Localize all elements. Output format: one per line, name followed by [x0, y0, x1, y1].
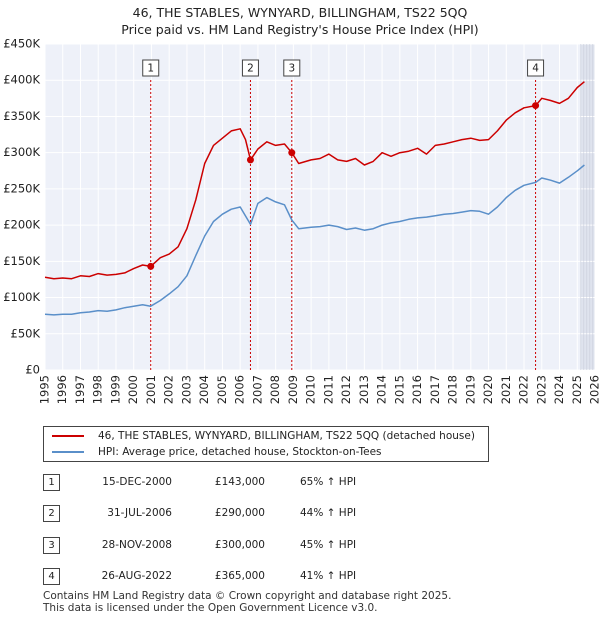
x-tick-label: 2003	[179, 375, 193, 404]
y-tick-label: £350K	[3, 109, 40, 123]
sale-price: £290,000	[214, 507, 265, 519]
sale-marker-box	[241, 59, 259, 77]
sale-point	[246, 156, 254, 164]
x-tick-label: 2005	[215, 375, 229, 404]
sale-marker-label: 1	[147, 63, 154, 75]
series-line-hpi	[44, 164, 585, 316]
sale-marker-labels: 1 2 3 4	[142, 59, 545, 77]
y-tick-label: £150K	[3, 254, 40, 268]
sale-price: £143,000	[214, 476, 265, 488]
sale-marker-label: 2	[247, 63, 254, 75]
legend-item-property: 46, THE STABLES, WYNYARD, BILLINGHAM, TS…	[52, 428, 475, 444]
x-tick-label: 2024	[552, 375, 566, 404]
sale-marker-label: 4	[532, 63, 539, 75]
chart-title: 46, THE STABLES, WYNYARD, BILLINGHAM, TS…	[0, 4, 600, 38]
sale-hpi-change: 44% ↑ HPI	[300, 507, 357, 519]
x-tick-label: 2019	[463, 375, 477, 404]
series-line-property	[44, 81, 585, 280]
sale-hpi-change: 45% ↑ HPI	[300, 539, 357, 551]
sales-row: 3 28-NOV-2008 £300,000 45% ↑ HPI	[0, 535, 600, 555]
x-tick-label: 2018	[446, 375, 460, 404]
x-tick-label: 2013	[357, 375, 371, 404]
x-tick-label: 2020	[481, 375, 495, 404]
y-tick-label: £300K	[3, 145, 40, 159]
sale-number: 3	[43, 537, 60, 554]
sales-row: 1 15-DEC-2000 £143,000 65% ↑ HPI	[0, 472, 600, 492]
x-axis-ticks: 1995 1996 1997 1998 1999 2000 2001 2002 2003 2004…	[38, 375, 600, 404]
x-tick-label: 2021	[499, 375, 513, 404]
x-tick-label: 1999	[108, 375, 122, 404]
sales-row: 4 26-AUG-2022 £365,000 41% ↑ HPI	[0, 566, 600, 586]
footer-licence: This data is licensed under the Open Gov…	[43, 602, 378, 614]
x-tick-label: 2007	[250, 375, 264, 404]
sale-number: 2	[43, 505, 60, 522]
chart-title-line1: 46, THE STABLES, WYNYARD, BILLINGHAM, TS…	[132, 5, 468, 20]
legend: 46, THE STABLES, WYNYARD, BILLINGHAM, TS…	[43, 426, 489, 462]
legend-swatch-blue	[52, 451, 84, 453]
x-tick-label: 1996	[55, 375, 69, 404]
x-tick-label: 1998	[91, 375, 105, 404]
sale-number: 1	[43, 474, 60, 491]
sale-marker-box	[283, 59, 301, 77]
y-axis-ticks: £0 £50K £100K £150K £200K £250K £300K £350K £400…	[3, 37, 40, 377]
x-tick-label: 2012	[339, 375, 353, 404]
x-tick-label: 1995	[38, 375, 52, 404]
chart-title-line2: Price paid vs. HM Land Registry's House …	[121, 22, 479, 37]
y-tick-label: £250K	[3, 181, 40, 195]
legend-item-hpi: HPI: Average price, detached house, Stoc…	[52, 444, 382, 460]
x-tick-label: 2026	[588, 375, 600, 404]
sale-hpi-change: 65% ↑ HPI	[300, 476, 357, 488]
footer-copyright: Contains HM Land Registry data © Crown c…	[43, 590, 452, 602]
footer: Contains HM Land Registry data © Crown c…	[43, 590, 451, 614]
sale-date: 28-NOV-2008	[101, 539, 172, 551]
sale-price: £365,000	[214, 570, 265, 582]
x-tick-label: 2010	[304, 375, 318, 404]
legend-swatch-red	[52, 435, 84, 437]
price-chart: 1 2 3 4 £0 £50K £100K £150K £200K £250K £300K £350…	[3, 37, 600, 405]
sale-marker-box	[527, 59, 545, 77]
y-tick-label: £0	[25, 363, 40, 377]
sale-hpi-change: 41% ↑ HPI	[300, 570, 357, 582]
x-tick-label: 2004	[197, 375, 211, 404]
x-tick-label: 2011	[321, 375, 335, 404]
legend-label-hpi: HPI: Average price, detached house, Stoc…	[98, 446, 382, 458]
series-lines	[44, 81, 585, 316]
x-tick-label: 2002	[162, 375, 176, 404]
sale-number: 4	[43, 568, 60, 585]
x-tick-label: 2017	[428, 375, 442, 404]
y-tick-label: £100K	[3, 290, 40, 304]
sale-price: £300,000	[214, 539, 265, 551]
x-tick-label: 2022	[517, 375, 531, 404]
y-tick-label: £450K	[3, 37, 40, 51]
sale-points	[147, 102, 540, 270]
sales-row: 2 31-JUL-2006 £290,000 44% ↑ HPI	[0, 503, 600, 523]
sale-point	[288, 149, 296, 157]
sale-point	[532, 102, 540, 110]
y-tick-label: £200K	[3, 218, 40, 232]
x-tick-label: 2000	[126, 375, 140, 404]
x-tick-label: 2001	[144, 375, 158, 404]
sale-point	[147, 262, 155, 270]
future-shading	[580, 44, 595, 370]
x-tick-label: 2023	[534, 375, 548, 404]
x-tick-label: 2009	[286, 375, 300, 404]
x-tick-label: 2016	[410, 375, 424, 404]
x-tick-label: 1997	[73, 375, 87, 404]
x-tick-label: 2008	[268, 375, 282, 404]
y-tick-label: £400K	[3, 73, 40, 87]
x-tick-label: 2015	[392, 375, 406, 404]
x-tick-label: 2014	[375, 375, 389, 404]
legend-label-property: 46, THE STABLES, WYNYARD, BILLINGHAM, TS…	[98, 430, 475, 442]
sale-date: 15-DEC-2000	[102, 476, 172, 488]
y-tick-label: £50K	[11, 326, 41, 340]
x-tick-label: 2025	[570, 375, 584, 404]
sale-date: 26-AUG-2022	[101, 570, 172, 582]
plot-background	[45, 44, 595, 370]
grid-lines	[44, 43, 596, 371]
sale-marker-box	[142, 59, 160, 77]
sale-date: 31-JUL-2006	[107, 507, 172, 519]
sale-marker-label: 3	[288, 63, 295, 75]
x-tick-label: 2006	[233, 375, 247, 404]
